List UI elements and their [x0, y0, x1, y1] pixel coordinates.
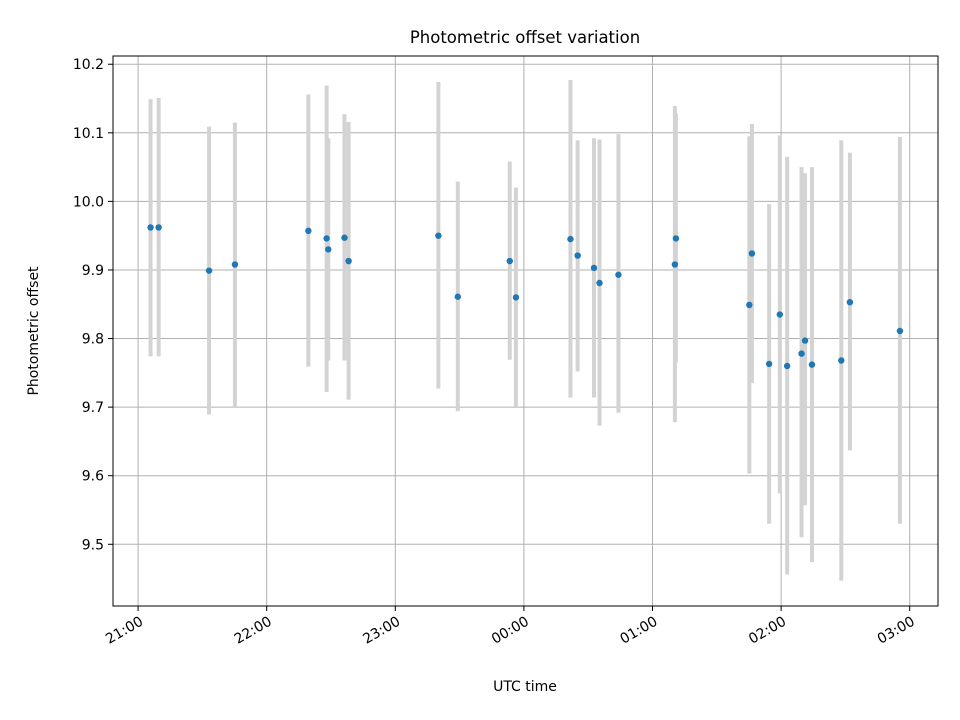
data-point	[801, 337, 809, 344]
data-point	[147, 224, 154, 231]
y-tick-label: 10.1	[73, 126, 104, 142]
data-point	[574, 252, 581, 259]
y-tick-label: 10.0	[73, 194, 104, 210]
plot-frame	[112, 55, 939, 607]
chart-title: Photometric offset variation	[410, 28, 640, 47]
data-point	[341, 234, 348, 241]
y-tick-label: 10.2	[73, 57, 104, 73]
x-tick-label: 03:00	[875, 614, 918, 648]
x-axis-label: UTC time	[493, 679, 557, 695]
y-tick-label: 9.7	[82, 400, 104, 416]
data-point	[435, 232, 442, 239]
y-axis-label: Photometric offset	[26, 266, 42, 396]
data-point	[325, 246, 332, 253]
y-tick-label: 9.6	[82, 469, 104, 485]
data-point	[846, 298, 854, 306]
data-point	[231, 261, 239, 268]
data-point	[345, 257, 352, 265]
data-point	[671, 261, 679, 268]
data-point	[205, 267, 213, 274]
y-tick-label: 9.5	[82, 537, 104, 553]
x-axis-ticks: 21:00 22:00 23:00 00:00 01:00 02:00 03:00	[103, 606, 918, 648]
y-tick-label: 9.8	[82, 332, 104, 348]
data-point	[783, 362, 791, 370]
data-point	[798, 350, 805, 357]
x-tick-label: 01:00	[618, 614, 661, 648]
data-point	[454, 293, 461, 300]
data-point	[305, 227, 312, 235]
data-point	[838, 357, 845, 364]
data-point	[672, 235, 680, 242]
x-tick-label: 00:00	[489, 614, 532, 648]
data-point	[746, 301, 753, 309]
data-point	[512, 294, 520, 301]
data-point	[590, 264, 598, 272]
data-point	[748, 250, 756, 257]
data-point	[323, 235, 330, 242]
data-point	[896, 327, 904, 335]
data-point	[596, 279, 603, 287]
data-points	[147, 224, 904, 370]
error-bars	[148, 80, 902, 581]
data-point	[567, 235, 574, 243]
x-tick-label: 22:00	[232, 614, 275, 648]
data-point	[615, 271, 622, 278]
data-point	[155, 224, 162, 231]
data-point	[506, 257, 513, 265]
y-tick-label: 9.9	[82, 263, 104, 279]
data-point	[776, 311, 784, 318]
x-tick-label: 21:00	[103, 614, 146, 648]
data-point	[808, 361, 816, 368]
data-point	[765, 360, 773, 368]
x-tick-label: 02:00	[746, 614, 789, 648]
x-tick-label: 23:00	[360, 614, 403, 648]
y-axis-ticks: 9.5 9.6 9.7 9.8 9.9 10.0 10.1 10.2	[73, 57, 113, 553]
